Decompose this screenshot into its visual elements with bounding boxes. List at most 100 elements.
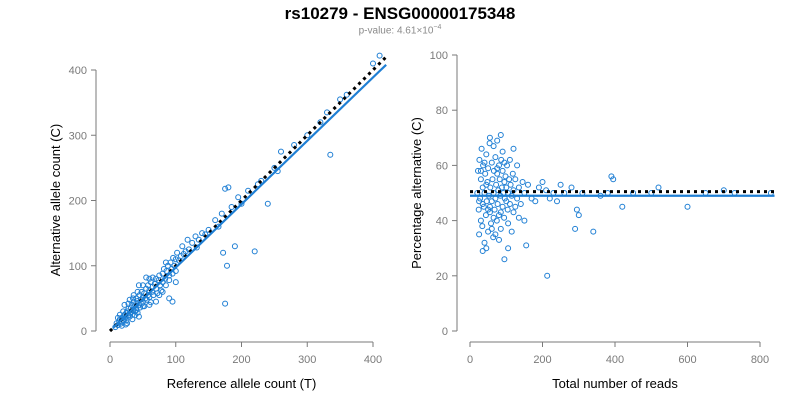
data-point <box>509 170 516 177</box>
data-point <box>515 184 522 191</box>
data-point <box>482 170 489 177</box>
y-tick-label: 40 <box>436 216 448 228</box>
data-point <box>481 239 488 246</box>
p-value-times: × <box>416 25 423 37</box>
data-point <box>494 170 501 177</box>
y-tick-label: 200 <box>69 196 87 208</box>
data-point <box>492 154 499 161</box>
data-point <box>478 145 485 152</box>
data-point <box>525 181 531 188</box>
data-point <box>143 274 150 281</box>
data-point <box>494 137 501 144</box>
data-point <box>477 167 484 174</box>
data-point <box>477 217 484 224</box>
data-point <box>517 201 524 207</box>
data-point <box>486 140 493 147</box>
data-point <box>114 314 121 321</box>
p-value-exponent: −4 <box>433 24 442 31</box>
fit-line <box>112 63 387 329</box>
data-point <box>510 209 517 216</box>
data-point <box>655 184 662 191</box>
x-tick-label: 400 <box>606 354 624 366</box>
data-point <box>488 198 495 205</box>
data-point <box>490 167 497 174</box>
data-point <box>218 210 225 217</box>
data-point <box>554 198 560 205</box>
data-point <box>122 321 129 328</box>
data-point <box>169 298 176 305</box>
data-point <box>278 148 284 155</box>
data-point <box>489 176 496 183</box>
chart-subtitle: p-value: 4.61×10−4 <box>0 24 800 36</box>
data-point <box>258 177 265 184</box>
data-point <box>166 295 173 302</box>
data-point <box>125 300 132 307</box>
data-point <box>479 184 486 191</box>
data-point <box>514 162 521 169</box>
data-point <box>135 313 142 320</box>
data-point <box>179 243 186 250</box>
data-point <box>484 179 491 185</box>
data-point <box>496 176 503 183</box>
data-point <box>139 282 146 289</box>
x-tick-label: 200 <box>232 354 250 366</box>
data-point <box>494 165 501 172</box>
data-point <box>544 272 551 279</box>
x-axis-label: Reference allele count (T) <box>167 376 317 391</box>
x-tick-label: 800 <box>751 354 769 366</box>
data-point <box>134 288 141 295</box>
data-point <box>120 308 127 315</box>
data-point <box>510 145 517 152</box>
data-point <box>505 245 512 252</box>
data-point <box>482 212 489 219</box>
data-point <box>220 249 227 256</box>
y-tick-label: 300 <box>69 130 87 142</box>
y-tick-label: 100 <box>69 261 87 273</box>
x-tick-label: 100 <box>167 354 185 366</box>
data-point <box>271 164 278 171</box>
data-point <box>159 288 166 295</box>
data-point <box>193 244 200 251</box>
data-point <box>504 206 511 213</box>
data-point <box>501 214 508 221</box>
x-tick-label: 200 <box>533 354 551 366</box>
data-point <box>162 282 169 289</box>
data-point <box>235 194 242 201</box>
data-point <box>499 148 506 155</box>
data-point <box>483 181 490 188</box>
data-point <box>487 184 494 191</box>
data-point <box>477 176 484 183</box>
data-point <box>126 296 133 303</box>
data-point <box>174 249 181 256</box>
p-value-mantissa: 4.61 <box>396 25 417 37</box>
data-point <box>519 179 526 185</box>
data-point <box>185 246 192 253</box>
data-point <box>490 214 497 221</box>
data-point <box>499 167 506 174</box>
data-point <box>512 203 519 210</box>
data-point <box>492 231 499 238</box>
data-point <box>506 156 513 163</box>
data-point <box>370 60 376 67</box>
percentage-panel: 0 200 400 600 800 0 20 40 60 80 100 Total number of… <box>409 50 775 391</box>
data-point <box>480 203 487 210</box>
data-point <box>481 159 488 166</box>
data-point <box>172 279 179 286</box>
data-point <box>488 220 494 227</box>
data-point <box>476 231 483 238</box>
data-point <box>494 201 501 207</box>
data-point <box>491 206 498 213</box>
data-point <box>497 132 504 138</box>
data-point <box>124 320 131 327</box>
data-point <box>264 200 271 207</box>
data-point <box>523 242 530 249</box>
data-point <box>486 203 493 210</box>
data-point <box>483 151 490 158</box>
data-point <box>573 206 580 213</box>
data-point <box>521 217 528 224</box>
y-axis-label: Alternative allele count (C) <box>48 124 63 276</box>
data-point <box>130 295 136 302</box>
data-point <box>476 156 483 163</box>
data-point <box>499 203 506 210</box>
data-point <box>508 228 515 235</box>
